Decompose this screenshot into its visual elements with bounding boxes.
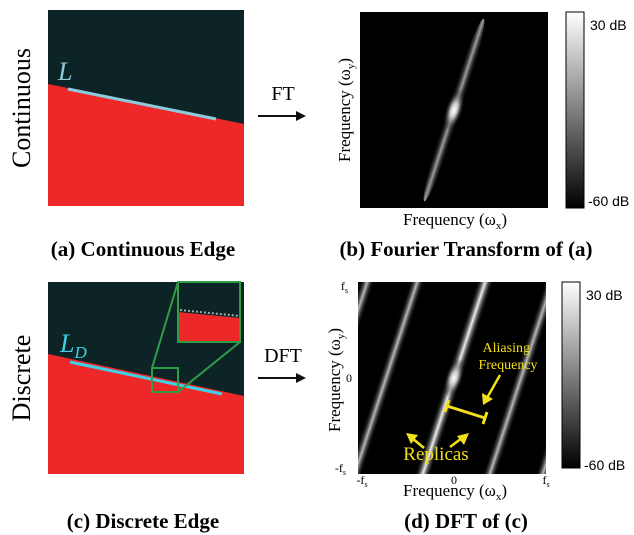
replica-bands	[358, 282, 546, 474]
panel-d-spectrum	[358, 282, 546, 474]
edge-label-l: L	[57, 57, 72, 86]
annotation-aliasing: Aliasing Frequency	[478, 341, 537, 373]
tick-y-zero: 0	[346, 371, 352, 385]
panel-d-ylabel: Frequency (ωy)	[325, 328, 347, 432]
edge-label-ld: LD	[59, 329, 87, 362]
tick-y-fs: fs	[341, 279, 348, 295]
red-region-discrete	[48, 354, 244, 474]
colorbar-2-bottom-label: -60 dB	[584, 457, 625, 473]
replicas-arrow-left	[406, 433, 425, 449]
tick-y-neg-fs: -fs	[335, 461, 346, 477]
replicas-arrow-right	[449, 433, 469, 448]
panel-b-xlabel: Frequency (ωx)	[403, 210, 507, 232]
panel-a-image	[48, 10, 244, 206]
ft-arrow	[258, 111, 306, 121]
tick-x-zero: 0	[451, 473, 457, 487]
panel-b-ylabel: Frequency (ωy)	[335, 58, 357, 162]
caption-d: (d) DFT of (c)	[404, 509, 528, 533]
edge-line-discrete	[69, 360, 223, 396]
aliasing-frequency-bar	[443, 399, 489, 425]
edge-line	[67, 87, 217, 121]
colorbar-1-top-label: 30 dB	[590, 17, 627, 33]
aliasing-arrow	[482, 374, 502, 405]
tick-x-fs: fs	[542, 473, 549, 489]
colorbar-2	[561, 281, 581, 469]
caption-a: (a) Continuous Edge	[51, 237, 235, 261]
panel-c-image	[48, 282, 244, 474]
annotation-replicas: Replicas	[403, 444, 468, 465]
arrow-label-dft: DFT	[264, 345, 302, 367]
zoom-box	[151, 281, 241, 393]
panel-b-spectrum	[360, 12, 548, 208]
caption-b: (b) Fourier Transform of (a)	[339, 237, 592, 261]
caption-c: (c) Discrete Edge	[67, 509, 219, 533]
tick-x-neg-fs: -fs	[356, 473, 367, 489]
colorbar-1-bottom-label: -60 dB	[588, 193, 629, 209]
dft-arrow	[258, 373, 306, 383]
side-label-discrete: Discrete	[7, 335, 36, 422]
colorbar-2-top-label: 30 dB	[586, 287, 623, 303]
panel-d-xlabel: Frequency (ωx)	[403, 481, 507, 503]
colorbar-1	[565, 11, 585, 209]
side-label-continuous: Continuous	[7, 48, 36, 168]
arrow-label-ft: FT	[271, 83, 294, 105]
